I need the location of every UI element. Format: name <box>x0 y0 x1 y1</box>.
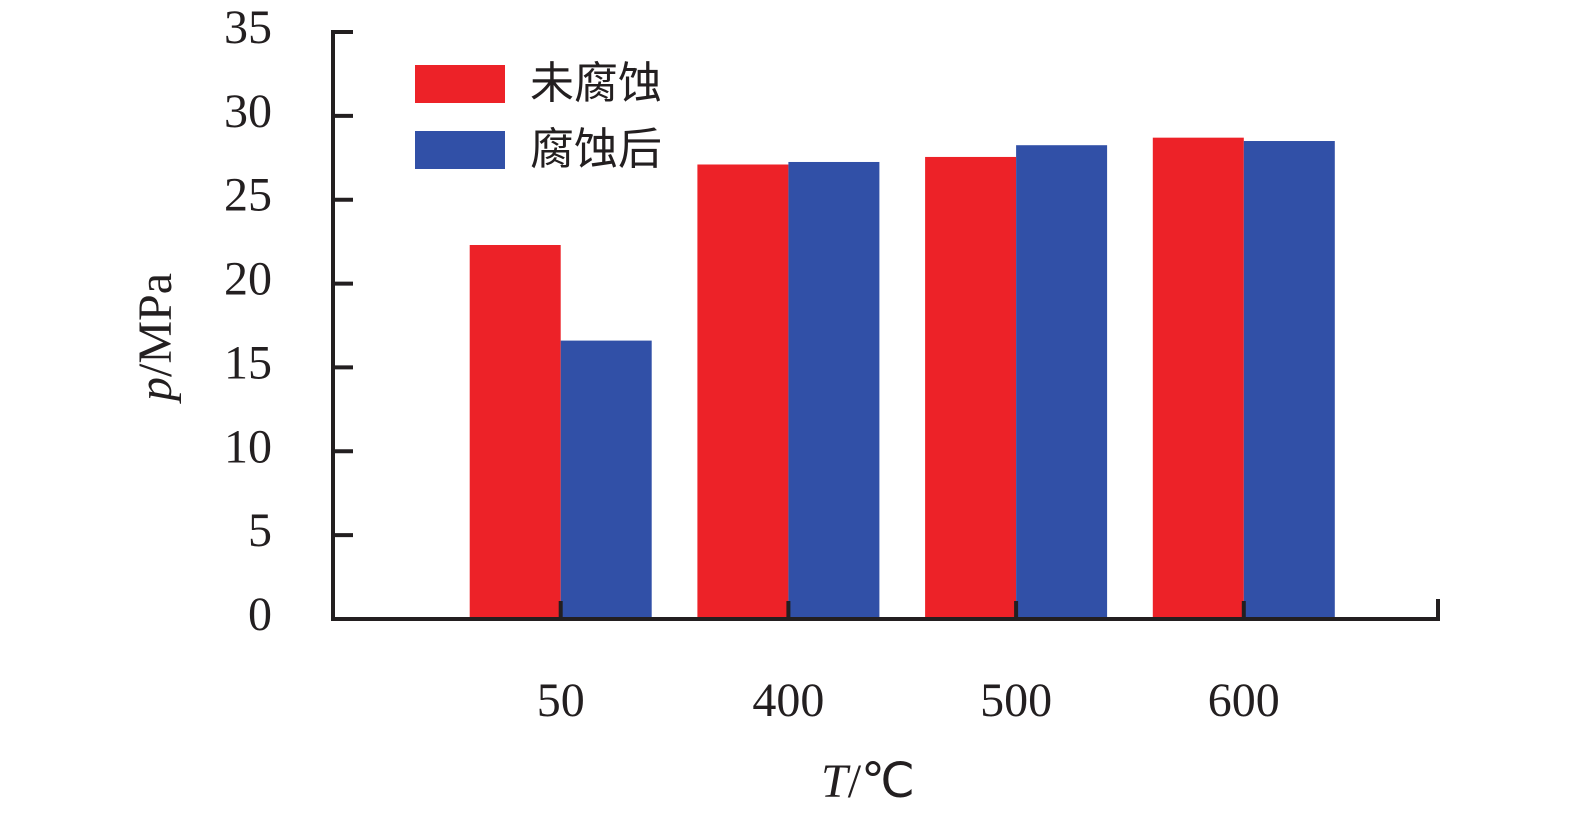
y-tick-label: 0 <box>248 588 272 641</box>
y-tick-label: 30 <box>224 85 272 138</box>
bar <box>1243 141 1335 619</box>
legend-swatch <box>415 131 505 169</box>
x-axis-label-unit: /℃ <box>848 755 915 808</box>
y-axis-label: p/MPa <box>129 273 182 404</box>
y-axis-label-var: p <box>129 377 182 404</box>
y-tick-label: 15 <box>224 336 272 389</box>
bar <box>788 161 880 619</box>
bar <box>1016 145 1108 619</box>
legend-label: 未腐蚀 <box>530 59 662 108</box>
x-axis-label: T/℃ <box>821 755 915 808</box>
x-axis-label-var: T <box>821 755 851 808</box>
y-tick-label: 10 <box>224 420 272 473</box>
bar <box>560 340 652 619</box>
y-tick-label: 20 <box>224 253 272 306</box>
bar <box>469 244 561 620</box>
x-tick-label: 500 <box>980 674 1052 727</box>
legend-swatch <box>415 65 505 103</box>
y-tick-label: 25 <box>224 169 272 222</box>
y-axis-label-unit: /MPa <box>129 273 182 377</box>
bar <box>697 164 789 619</box>
bar <box>1152 137 1244 619</box>
legend-label: 腐蚀后 <box>530 125 662 174</box>
y-tick-label: 35 <box>224 1 272 54</box>
x-tick-label: 50 <box>537 674 585 727</box>
bar <box>925 156 1017 619</box>
x-tick-label: 600 <box>1208 674 1280 727</box>
y-tick-label: 5 <box>248 504 272 557</box>
x-tick-label: 400 <box>752 674 824 727</box>
